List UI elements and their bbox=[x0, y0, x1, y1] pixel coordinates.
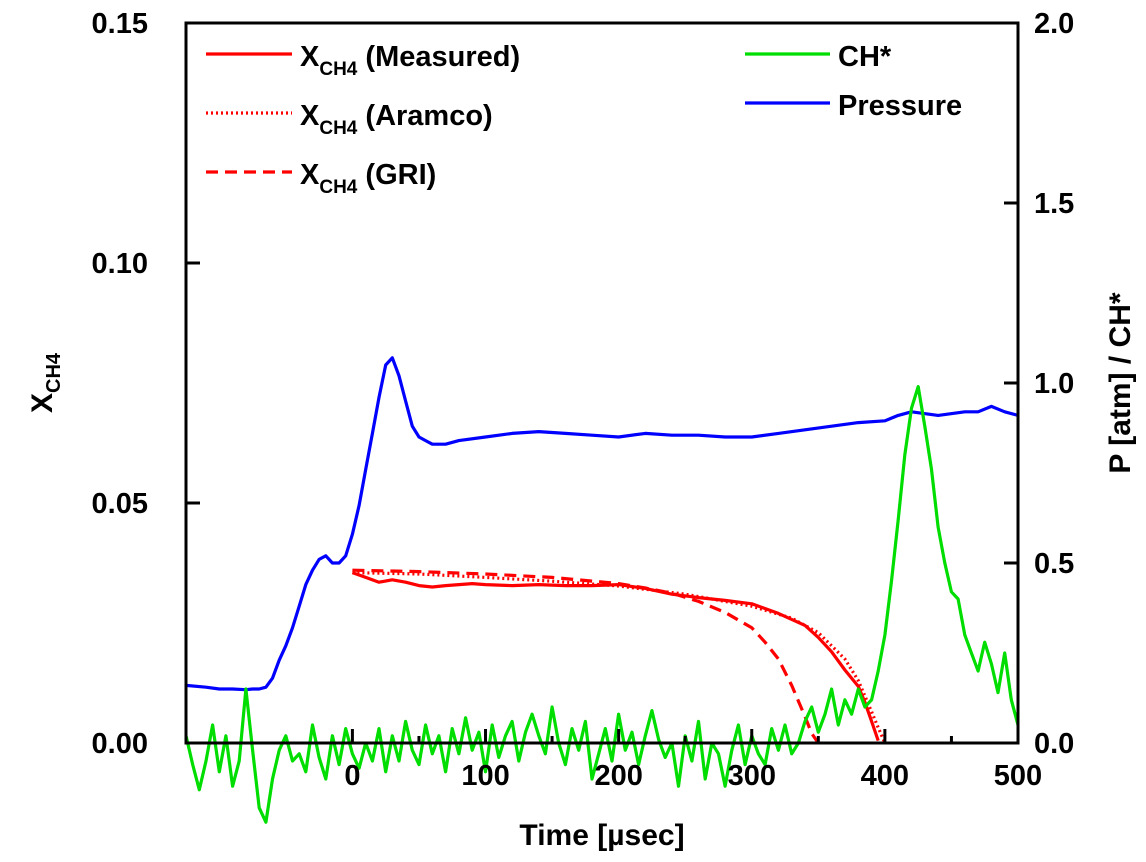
y-left-tick-label: 0.05 bbox=[92, 488, 148, 520]
x-tick-label: 300 bbox=[728, 760, 776, 792]
series-line-4 bbox=[184, 385, 1020, 824]
ticks bbox=[186, 21, 1020, 745]
y-right-tick-label: 1.0 bbox=[1034, 368, 1074, 400]
x-axis-title: Time [µsec] bbox=[519, 819, 684, 852]
y-right-tick-label: 2.0 bbox=[1034, 8, 1074, 40]
legend: XCH4 (Measured) XCH4 (Aramco) XCH4 (GRI) CH… bbox=[206, 41, 962, 198]
series-line-3 bbox=[185, 356, 1019, 692]
legend-label: Pressure bbox=[838, 90, 962, 122]
y-right-tick-label: 0.5 bbox=[1034, 548, 1074, 580]
legend-label: CH* bbox=[838, 41, 892, 73]
legend-label: XCH4 (GRI) bbox=[300, 159, 436, 198]
x-tick-label: 500 bbox=[994, 760, 1042, 792]
x-tick-label: 200 bbox=[594, 760, 642, 792]
series-line-0 bbox=[351, 571, 880, 742]
x-tick-label: 400 bbox=[861, 760, 909, 792]
legend-label: XCH4 (Aramco) bbox=[300, 100, 493, 139]
y-right-tick-label: 0.0 bbox=[1034, 728, 1074, 760]
legend-label: XCH4 (Measured) bbox=[300, 41, 520, 80]
y-left-axis-title: XCH4 bbox=[26, 352, 65, 413]
x-tick-label: 0 bbox=[344, 760, 360, 792]
tick-labels: 0 100 200 300 400 500 0.00 0.05 0.10 0.15 0.0 0.5 1.… bbox=[92, 8, 1075, 792]
y-right-tick-label: 1.5 bbox=[1034, 188, 1074, 220]
y-right-axis-title: P [atm] / CH* bbox=[1104, 292, 1137, 473]
plot-lines bbox=[184, 356, 1020, 824]
y-left-tick-label: 0.10 bbox=[92, 248, 148, 280]
y-left-tick-label: 0.15 bbox=[92, 8, 148, 40]
y-left-tick-label: 0.00 bbox=[92, 728, 148, 760]
series-line-2 bbox=[352, 568, 820, 744]
x-tick-label: 100 bbox=[461, 760, 509, 792]
